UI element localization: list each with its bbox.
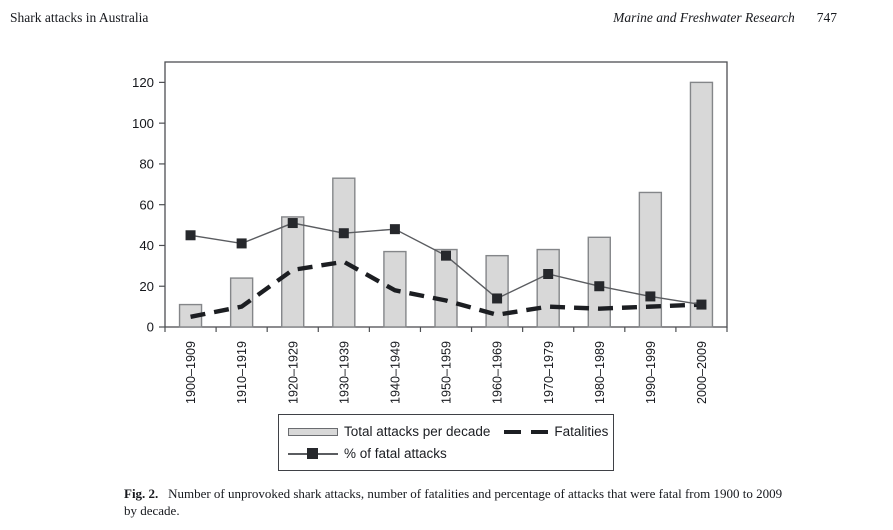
chart-legend: Total attacks per decade Fatalities % of… — [278, 414, 614, 471]
bar-2000–2009 — [689, 81, 714, 328]
x-label-1940–1949: 1940–1949 — [389, 341, 403, 404]
x-label-1910–1919: 1910–1919 — [235, 341, 249, 404]
pct-fatal-marker-1900–1909 — [185, 230, 196, 241]
square-marker-icon — [307, 448, 318, 459]
pct-fatal-marker-1930–1939 — [338, 228, 349, 239]
bar-1950–1959 — [434, 248, 458, 328]
pct-fatal-marker-1940–1949 — [389, 224, 400, 235]
journal-group: Marine and Freshwater Research 747 — [613, 10, 837, 26]
bar-1910–1919 — [229, 277, 254, 328]
x-label-1980–1989: 1980–1989 — [593, 341, 607, 404]
bar-1990–1999 — [638, 191, 663, 328]
y-tick-label: 20 — [139, 279, 154, 294]
pct-fatal-marker-2000–2009 — [696, 299, 707, 310]
x-label-1950–1959: 1950–1959 — [440, 341, 454, 404]
running-title: Shark attacks in Australia — [10, 10, 149, 25]
figure-caption: Fig. 2. Number of unprovoked shark attack… — [124, 486, 788, 519]
bar-1920–1929 — [281, 216, 305, 328]
figure-caption-text: Number of unprovoked shark attacks, numb… — [124, 486, 783, 518]
fatalities-line — [190, 259, 702, 319]
pct-fatal-line-swatch — [288, 448, 338, 459]
legend-row-1: Total attacks per decade Fatalities — [288, 424, 613, 439]
pct-fatal-marker-1910–1919 — [236, 238, 247, 249]
y-tick-label: 60 — [139, 197, 154, 212]
fatalities-dash-swatch — [504, 429, 549, 434]
x-label-1970–1979: 1970–1979 — [542, 341, 556, 404]
x-label-2000–2009: 2000–2009 — [695, 341, 709, 404]
x-label-1930–1939: 1930–1939 — [337, 341, 351, 404]
pct-fatal-marker-1970–1979 — [543, 269, 554, 279]
x-label-1960–1969: 1960–1969 — [491, 341, 505, 404]
legend-label-fatalities: Fatalities — [554, 424, 609, 439]
x-label-1900–1909: 1900–1909 — [184, 341, 198, 404]
running-header: Shark attacks in Australia Marine and Fr… — [10, 10, 837, 26]
journal-name: Marine and Freshwater Research — [613, 10, 795, 25]
y-tick-label: 40 — [139, 238, 154, 253]
legend-label-pct-fatal: % of fatal attacks — [344, 446, 447, 461]
legend-label-total-attacks: Total attacks per decade — [344, 424, 491, 439]
pct-fatal-marker-1960–1969 — [492, 293, 503, 304]
pct-fatal-marker-1920–1929 — [287, 218, 298, 229]
y-tick-label: 0 — [147, 320, 154, 335]
bar-1970–1979 — [536, 248, 560, 328]
pct-fatal-marker-1980–1989 — [594, 281, 605, 292]
bar-1930–1939 — [332, 177, 356, 328]
pct-fatal-marker-1950–1959 — [441, 250, 451, 261]
legend-row-2: % of fatal attacks — [288, 446, 613, 461]
total-attacks-bar-swatch — [288, 427, 338, 436]
x-label-1920–1929: 1920–1929 — [286, 341, 300, 404]
figure-caption-label: Fig. 2. — [124, 486, 159, 501]
pct-fatal-marker-1990–1999 — [645, 291, 656, 302]
y-tick-label: 120 — [132, 75, 154, 90]
y-tick-label: 80 — [139, 157, 154, 172]
page-number: 747 — [816, 10, 837, 25]
bar-1960–1969 — [485, 254, 509, 328]
y-tick-label: 100 — [132, 116, 154, 131]
x-label-1990–1999: 1990–1999 — [644, 341, 658, 404]
